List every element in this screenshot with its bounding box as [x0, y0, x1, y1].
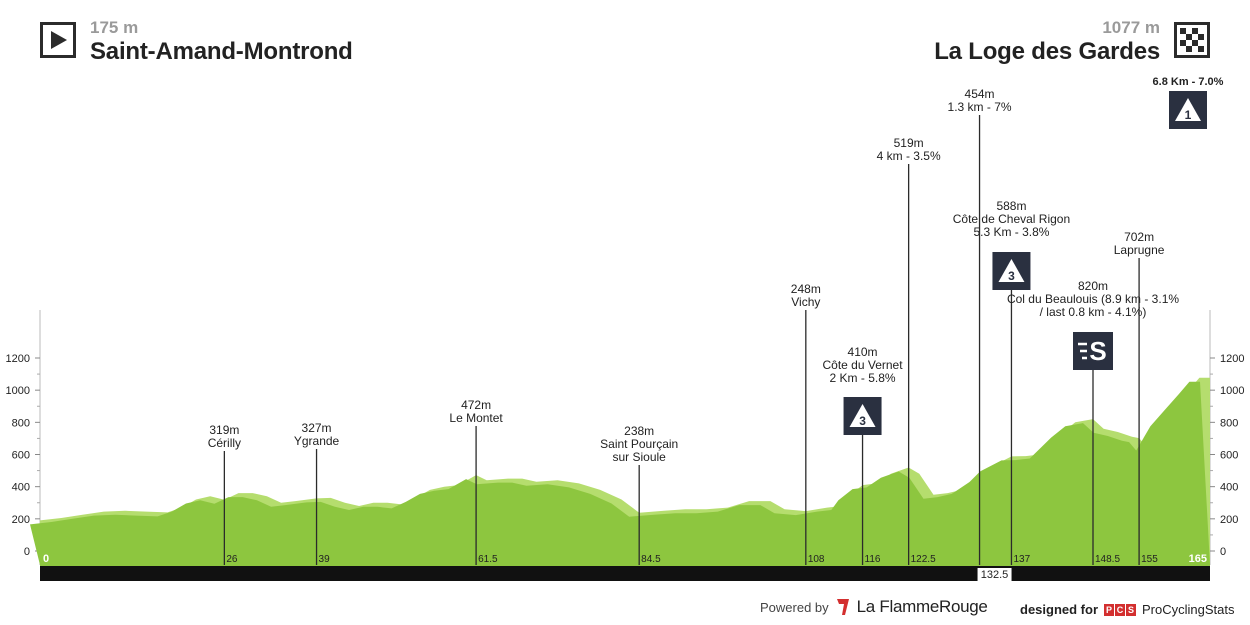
marker-label: sur Sioule [612, 450, 666, 464]
finish-flag-icon [1174, 22, 1210, 58]
finish-climb-cat-icon-label: 1 [1185, 108, 1192, 122]
finish-climb-label: 6.8 Km - 7.0% [1153, 76, 1224, 88]
finish-header: 1077 m La Loge des Gardes [934, 18, 1210, 66]
marker-altitude: 820m [1078, 279, 1108, 293]
km-label: 155 [1141, 554, 1158, 565]
y-tick-label-right: 800 [1220, 417, 1238, 429]
y-tick-label-right: 1000 [1220, 385, 1244, 397]
marker-label: 5.3 Km - 3.8% [973, 225, 1049, 239]
marker-label: Laprugne [1114, 243, 1165, 257]
y-tick-label-left: 400 [12, 482, 30, 494]
pcs-letter: P [1104, 603, 1115, 616]
km-label: 116 [865, 554, 881, 565]
marker-altitude: 472m [461, 398, 491, 412]
y-tick-label-left: 1000 [6, 385, 30, 397]
marker-label: Ygrande [294, 434, 340, 448]
marker-altitude: 327m [302, 421, 332, 435]
marker-label: Cérilly [208, 436, 241, 450]
x-start-label: 0 [43, 553, 49, 565]
start-flag-icon [40, 22, 76, 58]
y-tick-label-left: 600 [12, 450, 30, 462]
flamme-rouge-brand: La FlammeRouge [856, 597, 988, 616]
marker-label: Col du Beaulouis (8.9 km - 3.1% [1007, 292, 1179, 306]
marker-label: / last 0.8 km - 4.1%) [1040, 305, 1147, 319]
start-header: 175 m Saint-Amand-Montrond [40, 18, 353, 66]
y-tick-label-right: 1200 [1220, 353, 1244, 365]
powered-by: Powered by La FlammeRouge [760, 597, 988, 617]
marker-altitude: 319m [209, 423, 239, 437]
km-label: 108 [808, 554, 825, 565]
sprint-icon [1073, 332, 1113, 370]
y-tick-label-left: 0 [24, 546, 30, 558]
km-label: 61.5 [478, 554, 498, 565]
km-label: 26 [226, 554, 238, 565]
marker-altitude: 588m [996, 199, 1026, 213]
powered-by-label: Powered by [760, 599, 829, 615]
designed-for-label: designed for [1020, 602, 1099, 617]
sprint-icon-label: S [1089, 336, 1106, 366]
finish-climb-cat-icon-triangle [1175, 98, 1201, 121]
km-label: 148.5 [1095, 554, 1120, 565]
climb-cat-icon-label: 3 [859, 414, 866, 428]
y-tick-label-left: 1200 [6, 353, 30, 365]
distance-band [40, 565, 1210, 581]
profile-area [30, 381, 1210, 565]
pcs-letter: C [1115, 603, 1126, 616]
finish-altitude: 1077 m [1102, 18, 1160, 37]
y-tick-label-right: 0 [1220, 546, 1226, 558]
marker-label: Vichy [791, 295, 820, 309]
marker-label: 1.3 km - 7% [948, 100, 1012, 114]
y-tick-label-right: 600 [1220, 450, 1238, 462]
marker-label: Côte de Cheval Rigon [953, 212, 1070, 226]
climb-cat-icon-triangle [998, 259, 1025, 282]
marker-label: 4 km - 3.5% [877, 149, 941, 163]
start-altitude: 175 m [90, 18, 139, 37]
designed-for: designed for P C S ProCyclingStats [1020, 602, 1235, 617]
marker-altitude: 410m [848, 345, 878, 359]
x-end-label: 165 [1189, 553, 1207, 565]
km-label: 122.5 [911, 554, 936, 565]
climb-cat-icon-label: 3 [1008, 269, 1015, 283]
y-tick-label-right: 400 [1220, 482, 1238, 494]
km-label: 137 [1013, 554, 1030, 565]
pcs-logo-icon: P C S [1104, 603, 1137, 616]
finish-location: La Loge des Gardes [934, 38, 1160, 65]
marker-altitude: 454m [965, 87, 995, 101]
y-tick-label-left: 800 [12, 417, 30, 429]
marker-altitude: 248m [791, 282, 821, 296]
km-label-box [977, 568, 1012, 581]
marker-label: Le Montet [449, 411, 503, 425]
km-label: 84.5 [641, 554, 661, 565]
pcs-brand: ProCyclingStats [1142, 602, 1235, 617]
marker-altitude: 238m [624, 424, 654, 438]
start-location: Saint-Amand-Montrond [90, 38, 353, 65]
km-label: 39 [319, 554, 331, 565]
marker-label: Saint Pourçain [600, 437, 678, 451]
y-tick-label-right: 200 [1220, 514, 1238, 526]
pcs-letter: S [1126, 603, 1137, 616]
flamme-rouge-logo-icon [836, 599, 849, 615]
marker-altitude: 702m [1124, 230, 1154, 244]
km-label: 132.5 [981, 569, 1009, 581]
climb-cat-icon-triangle [849, 404, 876, 427]
marker-altitude: 519m [894, 136, 924, 150]
y-tick-label-left: 200 [12, 514, 30, 526]
marker-label: 2 Km - 5.8% [830, 371, 896, 385]
marker-label: Côte du Vernet [823, 358, 904, 372]
